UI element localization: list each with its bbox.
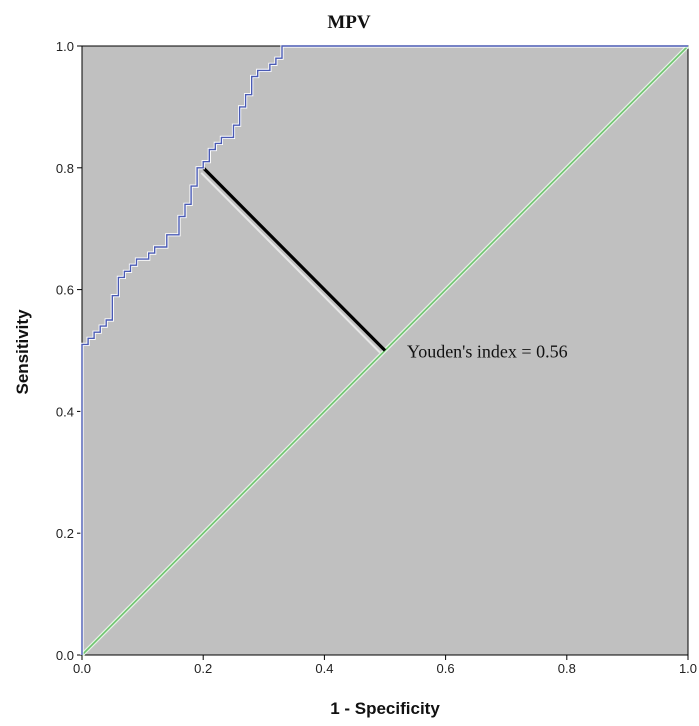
x-tick-label: 0.6 [437, 661, 455, 676]
roc-curve [81, 45, 688, 655]
x-tick-label: 0.0 [73, 661, 91, 676]
x-axis-label: 1 - Specificity [330, 699, 440, 718]
x-tick-label: 0.2 [194, 661, 212, 676]
x-tick-label: 1.0 [679, 661, 697, 676]
y-tick-label: 1.0 [56, 39, 74, 54]
y-tick-label: 0.6 [56, 283, 74, 298]
youden-line-shadow [200, 172, 381, 354]
y-tick-label: 0.0 [56, 648, 74, 663]
chart-title: MPV [327, 12, 371, 33]
y-tick-label: 0.4 [56, 404, 74, 419]
y-tick-label: 0.2 [56, 526, 74, 541]
x-tick-label: 0.4 [315, 661, 333, 676]
x-tick-label: 0.8 [558, 661, 576, 676]
axis-ticks: 0.0 0.2 0.4 0.6 0.8 1.0 0.0 0.2 0.4 0.6 0.8 1.0 [56, 39, 697, 676]
youden-line [202, 166, 387, 352]
y-tick-label: 0.8 [56, 161, 74, 176]
youden-index-annotation: Youden's index = 0.56 [407, 342, 568, 362]
y-axis-label: Sensitivity [13, 309, 32, 395]
